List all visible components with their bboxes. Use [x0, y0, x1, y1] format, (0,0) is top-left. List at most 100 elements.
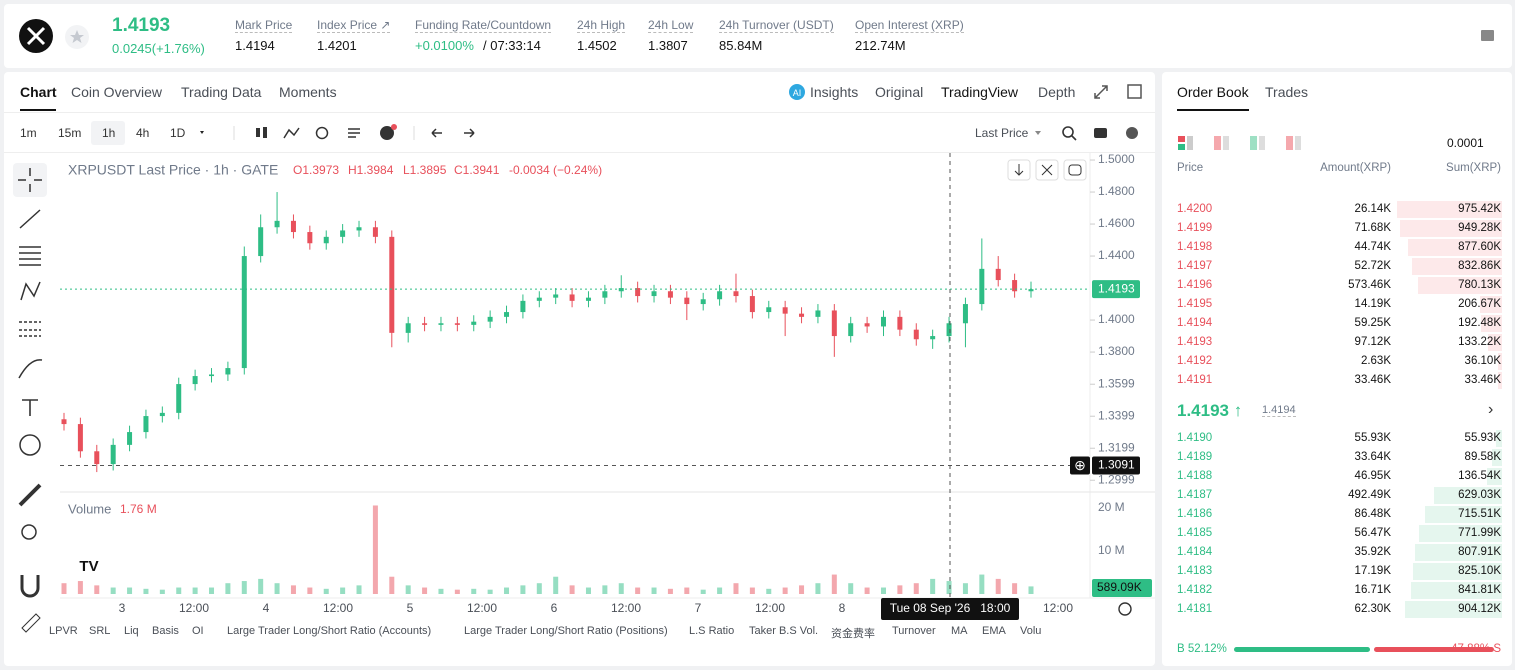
- buy-bar: [1234, 647, 1370, 652]
- depth-bar: [1415, 544, 1502, 561]
- indicator-tab[interactable]: 资金费率: [831, 628, 875, 640]
- chart-tab[interactable]: Trading Data: [181, 84, 262, 100]
- interval[interactable]: 1D: [170, 126, 186, 140]
- price: 1.4182: [1177, 584, 1213, 596]
- view-tab[interactable]: Original: [875, 84, 924, 100]
- view-tab[interactable]: Insights: [810, 84, 859, 100]
- chart-tools-right[interactable]: [1032, 124, 1144, 142]
- sum: 841.81K: [1458, 584, 1501, 596]
- indicator-tab[interactable]: Large Trader Long/Short Ratio (Positions…: [464, 625, 668, 637]
- sum: 949.28K: [1458, 222, 1501, 234]
- price: 1.4191: [1177, 374, 1213, 386]
- amount: 86.48K: [1354, 508, 1391, 520]
- header: [4, 4, 1512, 68]
- stat-label: 24h Turnover (USDT): [719, 18, 834, 33]
- buy-label: B 52.12%: [1177, 643, 1227, 655]
- chart-toolbar[interactable]: [196, 124, 716, 142]
- panel-icons[interactable]: [1092, 83, 1152, 101]
- depth-bar: [1487, 334, 1502, 351]
- indicator-tab[interactable]: MA: [951, 625, 968, 637]
- indicator-tab[interactable]: Basis: [152, 625, 179, 637]
- sum: 771.99K: [1458, 527, 1501, 539]
- sum: 136.54K: [1458, 470, 1501, 482]
- header-icon[interactable]: [1478, 26, 1498, 46]
- indicator-tab[interactable]: Volu: [1020, 625, 1042, 637]
- depth-bar: [1399, 220, 1502, 237]
- interval[interactable]: 1m: [20, 126, 37, 140]
- amount: 33.64K: [1354, 451, 1391, 463]
- sum: 89.58K: [1464, 451, 1501, 463]
- amount: 17.19K: [1354, 565, 1391, 577]
- book-mark: 1.4194: [1262, 404, 1296, 417]
- indicator-tab[interactable]: Turnover: [892, 625, 936, 637]
- price-type[interactable]: Last Price: [975, 126, 1029, 140]
- depth-bar: [1413, 563, 1502, 580]
- chart-panel: [4, 72, 1155, 666]
- chart-tab[interactable]: Moments: [279, 84, 337, 100]
- interval[interactable]: 4h: [136, 126, 150, 140]
- amount: 97.12K: [1354, 336, 1391, 348]
- indicator-tab[interactable]: EMA: [982, 625, 1006, 637]
- chart-tab[interactable]: Chart: [20, 84, 57, 100]
- last-price: 1.4193: [112, 15, 171, 36]
- sum: 825.10K: [1458, 565, 1501, 577]
- amount: 35.92K: [1354, 546, 1391, 558]
- indicator-tab[interactable]: LPVR: [49, 625, 78, 637]
- sum: 877.60K: [1458, 241, 1501, 253]
- indicator-tab[interactable]: L.S Ratio: [689, 625, 735, 637]
- indicator-tab[interactable]: Liq: [124, 625, 139, 637]
- sum: 807.91K: [1458, 546, 1501, 558]
- indicator-tab[interactable]: SRL: [89, 625, 111, 637]
- amount: 71.68K: [1354, 222, 1391, 234]
- column-header: Price: [1177, 162, 1204, 174]
- sum: 55.93K: [1464, 432, 1501, 444]
- sell-bar: [1373, 647, 1494, 652]
- stat-value: 1.4201: [317, 38, 357, 53]
- depth-bar: [1498, 372, 1502, 389]
- price: 1.4200: [1177, 203, 1213, 215]
- interval[interactable]: 15m: [58, 126, 82, 140]
- depth-bar: [1479, 296, 1502, 313]
- favorite[interactable]: [64, 24, 90, 50]
- interval[interactable]: 1h: [102, 126, 116, 140]
- book-view-toggles[interactable]: [1176, 134, 1306, 152]
- chart-tab[interactable]: Coin Overview: [71, 84, 163, 100]
- indicator-tab[interactable]: Taker B.S Vol.: [749, 625, 819, 637]
- price: 1.4185: [1177, 527, 1213, 539]
- logo: [19, 19, 53, 53]
- price: 1.4183: [1177, 565, 1213, 577]
- price: 1.4184: [1177, 546, 1213, 558]
- price: 1.4193: [1177, 336, 1213, 348]
- precision[interactable]: 0.0001: [1447, 136, 1484, 150]
- indicator-tab[interactable]: Large Trader Long/Short Ratio (Accounts): [227, 625, 432, 637]
- depth-bar: [1498, 353, 1502, 370]
- amount: 26.14K: [1354, 203, 1391, 215]
- stat-label: 24h High: [577, 18, 626, 33]
- stat-value: 1.4502: [577, 38, 617, 53]
- stat-label: Index Price ↗: [317, 18, 391, 33]
- book-last: 1.4193 ↑: [1177, 401, 1243, 420]
- price-change: 0.0245(+1.76%): [112, 41, 205, 56]
- price: 1.4195: [1177, 298, 1213, 310]
- amount: 2.63K: [1360, 355, 1391, 367]
- depth-bar: [1424, 506, 1502, 523]
- depth-bar: [1434, 487, 1502, 504]
- book-tab[interactable]: Trades: [1265, 84, 1309, 100]
- book-tab[interactable]: Order Book: [1177, 84, 1249, 100]
- stat-value: 1.4194: [235, 38, 275, 53]
- amount: 44.74K: [1354, 241, 1391, 253]
- price: 1.4187: [1177, 489, 1213, 501]
- price: 1.4194: [1177, 317, 1213, 329]
- view-tab[interactable]: Depth: [1038, 84, 1076, 100]
- sum: 33.46K: [1464, 374, 1501, 386]
- amount: 14.19K: [1354, 298, 1391, 310]
- indicator-tab[interactable]: OI: [192, 625, 204, 637]
- column-header: Amount(XRP): [1320, 162, 1391, 174]
- amount: 59.25K: [1354, 317, 1391, 329]
- stat-extra: / 07:33:14: [483, 38, 541, 53]
- price: 1.4181: [1177, 603, 1213, 615]
- view-tab[interactable]: TradingView: [941, 84, 1019, 100]
- sum: 780.13K: [1458, 279, 1501, 291]
- drawing-toolbar[interactable]: [10, 160, 50, 640]
